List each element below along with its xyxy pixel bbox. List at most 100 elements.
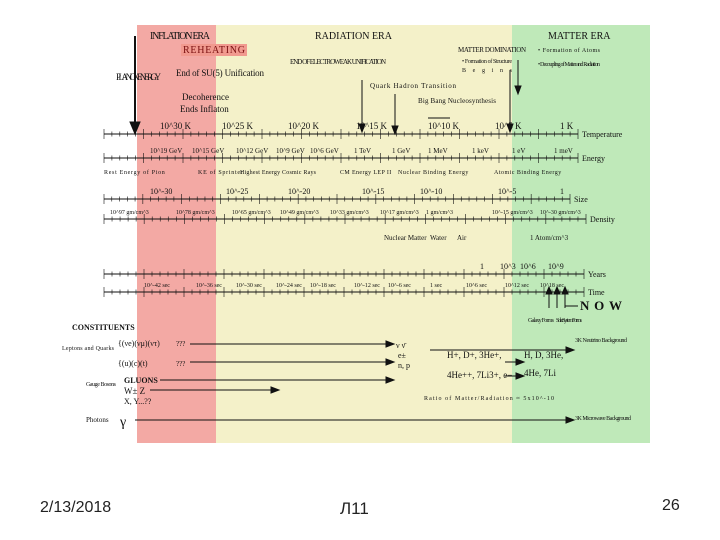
time-tick-label: 10^18 sec bbox=[540, 283, 564, 289]
time-tick-label: 10^-42 sec bbox=[144, 283, 170, 289]
matter-radiation-ratio: Ratio of Matter/Radiation ≈ 5x10^-10 bbox=[424, 395, 554, 402]
time-tick-label: 10^-12 sec bbox=[354, 283, 380, 289]
temperature-tick-label: 10^5 K bbox=[495, 121, 522, 131]
electroweak-event-label: END OF ELECTROWEAK UNIFICATION bbox=[290, 58, 386, 66]
wz-label: W± Z bbox=[124, 386, 145, 396]
time-tick-label: 10^-24 sec bbox=[276, 283, 302, 289]
energy-axis-label: Energy bbox=[582, 154, 605, 163]
density-tick-label: 10^-30 gm/cm^3 bbox=[540, 210, 581, 216]
temperature-tick-label: 10^15 K bbox=[356, 121, 387, 131]
density-note: Water bbox=[430, 234, 447, 242]
svg-text:e±: e± bbox=[398, 351, 407, 360]
atoms-label-2: 4He, 7Li bbox=[524, 368, 556, 378]
now-note: Solar System Forms bbox=[556, 318, 583, 324]
time-tick-label: 10^6 sec bbox=[466, 283, 487, 289]
photons-label: Photons bbox=[86, 416, 109, 424]
energy-note: Nuclear Binding Energy bbox=[398, 170, 468, 176]
constituents-title: CONSTITUENTS bbox=[72, 323, 135, 332]
years-tick-label: 10^9 bbox=[548, 262, 564, 271]
temperature-tick-label: 1 K bbox=[560, 121, 574, 131]
energy-tick-label: 1 keV bbox=[472, 147, 489, 155]
energy-tick-label: 10^19 GeV bbox=[150, 147, 182, 155]
size-scale: 10^-30 10^-25 10^-20 10^-15 10^-10 10^-5 1 Size bbox=[103, 187, 588, 204]
energy-scale: 10^19 GeV 10^15 GeV 10^12 GeV 10^9 GeV 10^6 … bbox=[103, 147, 605, 163]
energy-tick-label: 10^9 GeV bbox=[276, 147, 305, 155]
years-axis-label: Years bbox=[588, 270, 606, 279]
density-tick-label: 10^17 gm/cm^3 bbox=[380, 210, 419, 216]
atoms-event-item: • Decoupling of Matter and Radiation bbox=[538, 61, 600, 68]
density-axis-label: Density bbox=[590, 215, 615, 224]
density-tick-label: 10^97 gm/cm^3 bbox=[110, 210, 149, 216]
unknown-label-2: ??? bbox=[176, 360, 185, 368]
inflation-era-band bbox=[137, 25, 216, 443]
footer-lecture: Л11 bbox=[340, 499, 369, 518]
decoherence-label: Decoherence bbox=[182, 92, 229, 102]
gamma-symbol: γ bbox=[119, 415, 126, 430]
svg-text:n, p: n, p bbox=[398, 361, 410, 370]
density-tick-label: 10^65 gm/cm^3 bbox=[232, 210, 271, 216]
time-tick-label: 10^-36 sec bbox=[196, 283, 222, 289]
energy-tick-label: 1 meV bbox=[554, 147, 573, 155]
years-scale: 1 10^3 10^6 10^9 Years bbox=[103, 262, 606, 279]
su5-event-label: End of SU(5) Unification bbox=[176, 68, 265, 78]
energy-notes: Rest Energy of Pion KE of SprinterHighest… bbox=[104, 169, 561, 176]
time-scale: 10^-42 sec 10^-36 sec 10^-30 sec 10^-24 sec… bbox=[103, 283, 605, 297]
footer-date: 2/13/2018 bbox=[40, 499, 112, 516]
density-tick-label: 10^78 gm/cm^3 bbox=[176, 210, 215, 216]
temperature-tick-label: 10^25 K bbox=[222, 121, 253, 131]
density-tick-label: 10^33 gm/cm^3 bbox=[330, 210, 369, 216]
matter-era-band bbox=[512, 25, 650, 443]
reheating-label: REHEATING bbox=[183, 45, 245, 56]
svg-text:{(νe)(νμ)(ντ): {(νe)(νμ)(ντ) bbox=[118, 339, 160, 348]
now-note: Galaxy Forms bbox=[528, 318, 555, 324]
atoms-event-item: • Formation of Atoms bbox=[538, 47, 601, 54]
now-arrows bbox=[545, 285, 578, 308]
event-arrows bbox=[129, 36, 522, 136]
energy-tick-label: 1 GeV bbox=[392, 147, 410, 155]
density-tick-label: 10^49 gm/cm^3 bbox=[280, 210, 319, 216]
constituent-arrows bbox=[135, 340, 576, 424]
density-tick-label: 1 gm/cm^3 bbox=[426, 210, 453, 216]
time-tick-label: 10^-18 sec bbox=[310, 283, 336, 289]
nuclei-label-1: H+, D+, 3He+, bbox=[447, 350, 501, 360]
microwave-background-label: 3K Microwave Background bbox=[575, 416, 631, 422]
temperature-scale: 10^30 K 10^25 K 10^20 K 10^15 K 10^10 K 10^5 … bbox=[103, 121, 623, 139]
energy-note: Atomic Binding Energy bbox=[494, 170, 561, 176]
bbn-label: Big Bang Nucleosynthesis bbox=[418, 97, 496, 105]
density-note: 1 Atom/cm^3 bbox=[530, 234, 569, 242]
structure-event-item: • Formation of Structure bbox=[462, 58, 512, 65]
time-tick-label: 10^-6 sec bbox=[388, 283, 411, 289]
footer-page-number: 26 bbox=[662, 497, 680, 514]
planck-energy-label: PLANCK ENERGY bbox=[116, 72, 162, 82]
years-tick-label: 10^6 bbox=[520, 262, 536, 271]
density-note: Nuclear Matter bbox=[384, 234, 427, 242]
size-tick-label: 10^-20 bbox=[288, 187, 310, 196]
atoms-label-1: H, D, 3He, bbox=[524, 350, 563, 360]
unknown-label-1: ??? bbox=[176, 340, 185, 348]
time-tick-label: 1 sec bbox=[430, 283, 442, 289]
now-notes: Galaxy Forms Solar System Forms bbox=[528, 318, 583, 324]
leptons-quarks-label: Leptons and Quarks bbox=[62, 346, 115, 352]
temperature-tick-label: 10^20 K bbox=[288, 121, 319, 131]
density-note: Air bbox=[457, 234, 467, 242]
energy-tick-label: 1 TeV bbox=[354, 147, 371, 155]
density-notes: Nuclear Matter Water Air 1 Atom/cm^3 bbox=[384, 234, 569, 242]
matter-era-label: MATTER ERA bbox=[548, 31, 611, 42]
radiation-era-band bbox=[216, 25, 512, 443]
energy-tick-label: 1 MeV bbox=[428, 147, 448, 155]
energy-note: KE of Sprinter bbox=[198, 169, 243, 176]
inflation-era-label: INFLATION ERA bbox=[150, 31, 211, 42]
now-label: NOW bbox=[580, 298, 622, 313]
temperature-tick-label: 10^10 K bbox=[428, 121, 459, 131]
time-axis-label: Time bbox=[588, 288, 605, 297]
density-scale: 10^97 gm/cm^3 10^78 gm/cm^3 10^65 gm/cm^3 1… bbox=[103, 210, 615, 224]
gauge-bosons-label: Gauge Bosons bbox=[86, 382, 117, 388]
energy-note: CM Energy LEP II bbox=[340, 170, 391, 176]
years-tick-label: 10^3 bbox=[500, 262, 516, 271]
size-tick-label: 10^-25 bbox=[226, 187, 248, 196]
xy-label: X, Y...?? bbox=[124, 397, 152, 406]
neutrino-background-label: 3K Neutrino Background bbox=[575, 338, 627, 344]
atoms-events-list: • Formation of Atoms • Decoupling of Matt… bbox=[538, 47, 601, 68]
temperature-axis-label: Temperature bbox=[582, 130, 623, 139]
